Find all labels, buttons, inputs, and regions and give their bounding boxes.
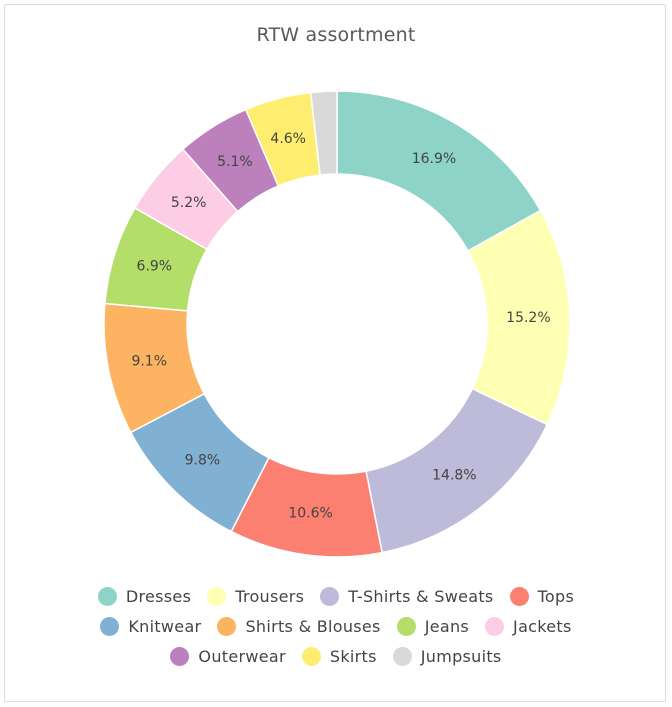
legend-label: Shirts & Blouses: [245, 616, 381, 636]
donut-chart: 16.9% 15.2% 14.8% 10.6% 9.8% 9.1% 6.9% 5.2% 5.1%…: [103, 90, 571, 558]
legend-swatch-icon: [217, 616, 237, 636]
legend-item-knitwear[interactable]: Knitwear: [100, 616, 202, 636]
legend-item-tops[interactable]: Tops: [509, 586, 575, 606]
legend-label: Jeans: [424, 616, 470, 636]
legend-swatch-icon: [509, 586, 529, 606]
legend-label: Skirts: [329, 646, 377, 666]
legend-item-jumpsuits[interactable]: Jumpsuits: [392, 646, 502, 666]
legend-item-t-shirts-sweats[interactable]: T-Shirts & Sweats: [320, 586, 494, 606]
legend-swatch-icon: [396, 616, 416, 636]
slice-label-shirts-blouses: 9.1%: [131, 354, 167, 370]
legend-swatch-icon: [392, 646, 412, 666]
slice-label-skirts: 4.6%: [270, 131, 306, 147]
legend-label: Knitwear: [128, 616, 202, 636]
legend-label: Jumpsuits: [420, 646, 502, 666]
slice-label-tops: 10.6%: [288, 506, 332, 522]
legend-item-shirts-blouses[interactable]: Shirts & Blouses: [217, 616, 381, 636]
legend-label: Dresses: [125, 586, 192, 606]
legend-swatch-icon: [485, 616, 505, 636]
legend-item-jackets[interactable]: Jackets: [485, 616, 572, 636]
legend-swatch-icon: [97, 586, 117, 606]
legend-label: Trousers: [235, 586, 305, 606]
slice-label-outerwear: 5.1%: [217, 154, 253, 170]
legend-swatch-icon: [320, 586, 340, 606]
slice-label-jackets: 5.2%: [171, 195, 207, 211]
legend-swatch-icon: [100, 616, 120, 636]
legend-swatch-icon: [207, 586, 227, 606]
slice-label-jeans: 6.9%: [137, 259, 173, 275]
slice-label-trousers: 15.2%: [506, 310, 550, 326]
legend-row: Dresses Trousers T-Shirts & Sweats Tops: [0, 581, 672, 611]
donut-slices: [103, 90, 571, 558]
legend-item-skirts[interactable]: Skirts: [301, 646, 377, 666]
legend-label: Jackets: [513, 616, 572, 636]
legend-row: Outerwear Skirts Jumpsuits: [0, 641, 672, 671]
legend-swatch-icon: [301, 646, 321, 666]
legend-item-outerwear[interactable]: Outerwear: [170, 646, 286, 666]
legend-swatch-icon: [170, 646, 190, 666]
legend-label: Tops: [537, 586, 575, 606]
legend-item-jeans[interactable]: Jeans: [396, 616, 470, 636]
legend-row: Knitwear Shirts & Blouses Jeans Jackets: [0, 611, 672, 641]
legend-label: Outerwear: [198, 646, 286, 666]
slice-label-dresses: 16.9%: [412, 151, 456, 167]
chart-title: RTW assortment: [256, 24, 416, 46]
donut-labels: 16.9% 15.2% 14.8% 10.6% 9.8% 9.1% 6.9% 5.2% 5.1%…: [131, 131, 550, 522]
slice-jumpsuits[interactable]: [309, 90, 338, 176]
slice-label-knitwear: 9.8%: [185, 452, 221, 468]
legend-item-dresses[interactable]: Dresses: [97, 586, 192, 606]
legend-item-trousers[interactable]: Trousers: [207, 586, 305, 606]
chart-legend: Dresses Trousers T-Shirts & Sweats Tops Kni…: [0, 581, 672, 671]
legend-label: T-Shirts & Sweats: [348, 586, 494, 606]
slice-label-t-shirts-sweats: 14.8%: [432, 467, 476, 483]
